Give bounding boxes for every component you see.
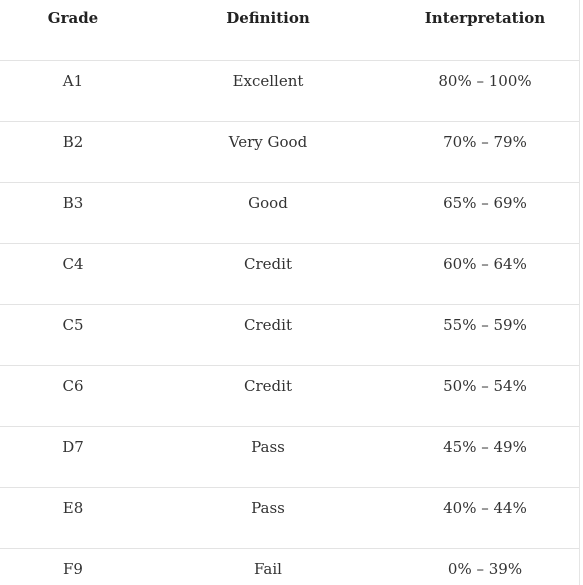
definition-cell: Credit — [244, 316, 292, 334]
table-row: B2 Very Good 70% – 79% — [0, 122, 579, 183]
interpretation-cell: 60% – 64% — [443, 255, 527, 273]
interpretation-cell: 40% – 44% — [443, 499, 527, 517]
table-row: B3 Good 65% – 69% — [0, 183, 579, 244]
table-row: C6 Credit 50% – 54% — [0, 366, 579, 427]
interpretation-cell: 50% – 54% — [443, 377, 527, 395]
header-interpretation: Interpretation — [424, 9, 546, 27]
table-row: F9 Fail 0% – 39% — [0, 549, 579, 585]
interpretation-cell: 0% – 39% — [447, 560, 523, 578]
grade-cell: B3 — [62, 194, 84, 212]
definition-cell: Good — [248, 194, 288, 212]
grade-cell: B2 — [62, 133, 84, 151]
interpretation-cell: 70% – 79% — [443, 133, 527, 151]
table-row: A1 Excellent 80% – 100% — [0, 61, 579, 122]
interpretation-cell: 80% – 100% — [438, 72, 532, 90]
definition-cell: Very Good — [228, 133, 308, 151]
definition-cell: Credit — [244, 377, 292, 395]
definition-cell: Pass — [251, 438, 285, 456]
table-row: E8 Pass 40% – 44% — [0, 488, 579, 549]
definition-cell: Pass — [251, 499, 285, 517]
grade-cell: C6 — [62, 377, 84, 395]
interpretation-cell: 65% – 69% — [443, 194, 527, 212]
grade-cell: A1 — [62, 72, 84, 90]
grade-cell: D7 — [62, 438, 84, 456]
grade-cell: C5 — [62, 316, 84, 334]
table-row: D7 Pass 45% – 49% — [0, 427, 579, 488]
definition-cell: Fail — [254, 560, 282, 578]
header-grade: Grade — [47, 9, 99, 27]
interpretation-cell: 55% – 59% — [443, 316, 527, 334]
grade-cell: E8 — [62, 499, 84, 517]
interpretation-cell: 45% – 49% — [443, 438, 527, 456]
table-header-row: Grade Definition Interpretation — [0, 0, 579, 61]
table-row: C4 Credit 60% – 64% — [0, 244, 579, 305]
definition-cell: Credit — [244, 255, 292, 273]
grade-cell: C4 — [62, 255, 84, 273]
header-definition: Definition — [226, 9, 310, 27]
definition-cell: Excellent — [232, 72, 304, 90]
table-row: C5 Credit 55% – 59% — [0, 305, 579, 366]
grade-cell: F9 — [63, 560, 83, 578]
